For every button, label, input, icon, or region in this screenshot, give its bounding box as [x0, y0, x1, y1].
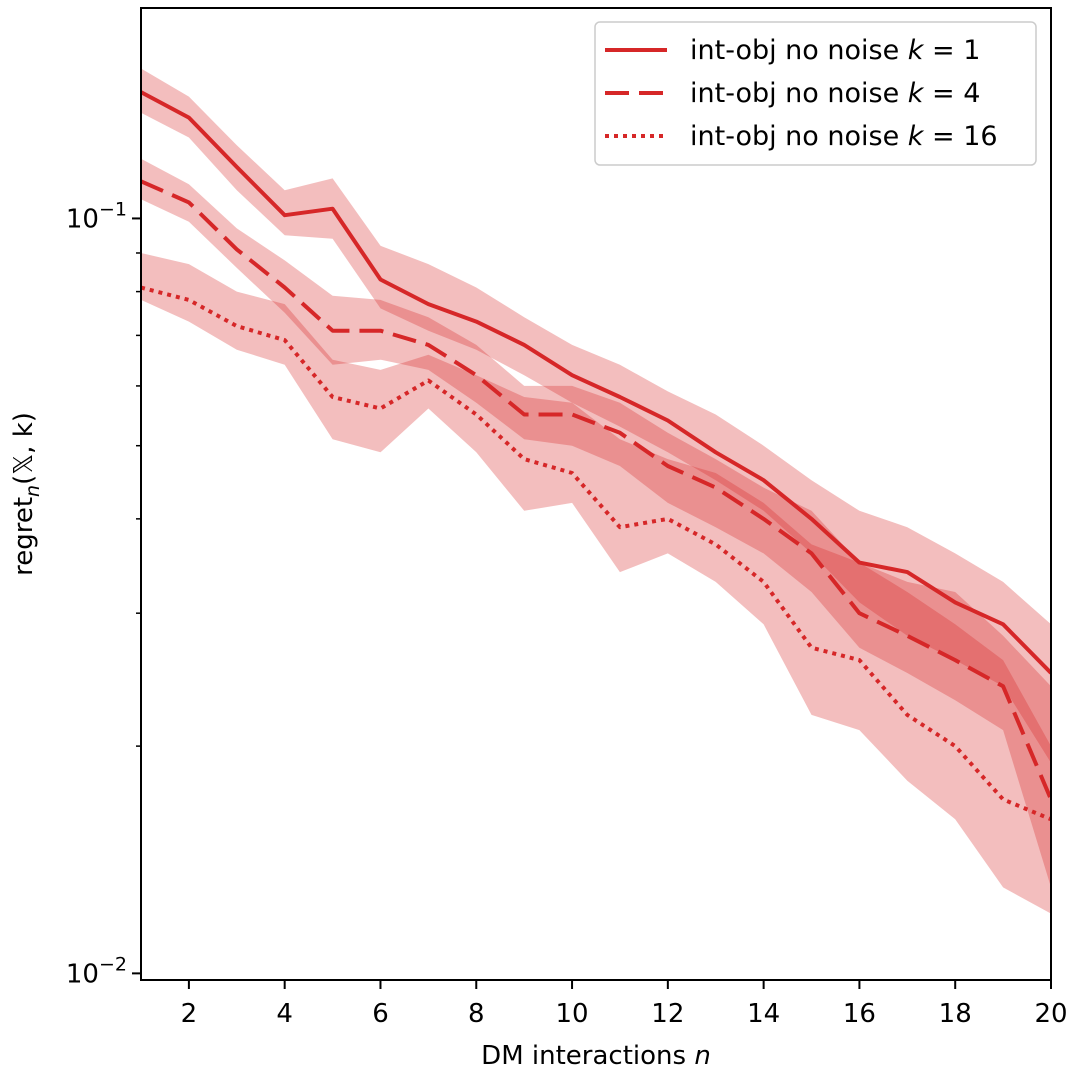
y-axis-label: regretn(𝕏, k)	[9, 412, 44, 576]
legend-box	[594, 21, 1037, 166]
x-axis: 2 4 6 8 10 12 14 16 18 20	[181, 980, 1068, 1029]
band-k3	[141, 253, 1051, 914]
x-tick-label: 14	[747, 999, 780, 1029]
confidence-bands	[141, 68, 1051, 914]
x-tick-label: 18	[939, 999, 972, 1029]
legend-label: int-obj no noise k = 4	[690, 78, 980, 109]
y-tick-label: 10−1	[66, 198, 127, 234]
band-k1	[141, 68, 1051, 763]
x-tick-label: 16	[843, 999, 876, 1029]
legend-label: int-obj no noise k = 16	[690, 121, 998, 152]
legend: int-obj no noise k = 1 int-obj no noise k…	[594, 21, 1037, 166]
x-tick-label: 20	[1034, 999, 1067, 1029]
x-tick-label: 12	[651, 999, 684, 1029]
y-tick-label: 10−2	[66, 953, 127, 989]
y-axis: 10−1 10−2	[66, 198, 141, 989]
series-line-dotted	[141, 285, 1051, 822]
x-tick-label: 10	[556, 999, 589, 1029]
band-k2	[141, 158, 1051, 888]
legend-label: int-obj no noise k = 1	[690, 35, 980, 66]
x-tick-label: 8	[468, 999, 485, 1029]
series-line-dashed	[141, 179, 1051, 801]
plot-frame	[140, 7, 1052, 981]
x-tick-label: 2	[181, 999, 198, 1029]
series-lines	[141, 90, 1051, 822]
x-axis-label: DM interactions n	[481, 1041, 711, 1071]
x-tick-label: 4	[276, 999, 293, 1029]
series-line-solid	[141, 90, 1051, 675]
x-tick-label: 6	[372, 999, 389, 1029]
